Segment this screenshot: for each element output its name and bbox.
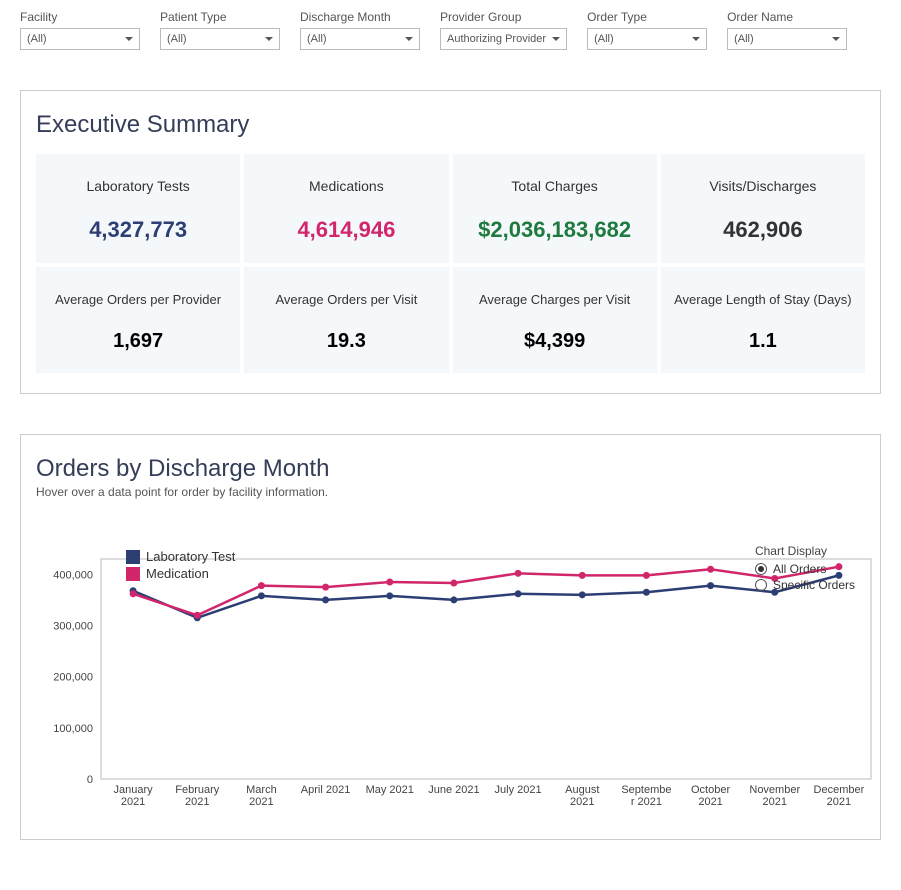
- controls-title: Chart Display: [755, 544, 855, 558]
- filter-select-order-type[interactable]: (All): [587, 28, 707, 50]
- filter-value: (All): [307, 33, 327, 45]
- svg-text:300,000: 300,000: [53, 621, 93, 633]
- summary-value: $4,399: [463, 330, 647, 353]
- svg-text:November2021: November2021: [749, 784, 800, 808]
- svg-text:June 2021: June 2021: [428, 784, 479, 796]
- chevron-down-icon: [125, 37, 133, 41]
- filter-value: (All): [734, 33, 754, 45]
- filter-label: Facility: [20, 10, 140, 24]
- summary-cell-medications: Medications 4,614,946: [244, 154, 448, 263]
- radio-all-orders[interactable]: All Orders: [755, 562, 855, 576]
- filter-order-type: Order Type (All): [587, 10, 707, 50]
- filter-provider-group: Provider Group Authorizing Provider: [440, 10, 567, 50]
- summary-value: 19.3: [254, 330, 438, 353]
- svg-text:December2021: December2021: [814, 784, 865, 808]
- radio-icon: [755, 563, 767, 575]
- filter-select-order-name[interactable]: (All): [727, 28, 847, 50]
- filter-label: Order Name: [727, 10, 847, 24]
- filter-select-discharge-month[interactable]: (All): [300, 28, 420, 50]
- svg-text:January2021: January2021: [114, 784, 154, 808]
- legend-item-lab: Laboratory Test: [126, 549, 235, 564]
- radio-label: Specific Orders: [773, 578, 855, 592]
- chevron-down-icon: [692, 37, 700, 41]
- filter-discharge-month: Discharge Month (All): [300, 10, 420, 50]
- filter-value: (All): [167, 33, 187, 45]
- summary-label: Average Orders per Provider: [46, 282, 230, 316]
- chevron-down-icon: [405, 37, 413, 41]
- summary-label: Medications: [254, 169, 438, 203]
- svg-text:April 2021: April 2021: [301, 784, 351, 796]
- radio-specific-orders[interactable]: Specific Orders: [755, 578, 855, 592]
- summary-label: Average Charges per Visit: [463, 282, 647, 316]
- panel-subtitle: Hover over a data point for order by fac…: [36, 485, 865, 499]
- legend-swatch: [126, 567, 140, 581]
- filter-facility: Facility (All): [20, 10, 140, 50]
- radio-label: All Orders: [773, 562, 826, 576]
- summary-cell-avg-orders-visit: Average Orders per Visit 19.3: [244, 267, 448, 373]
- summary-value: 462,906: [671, 217, 855, 243]
- filter-label: Order Type: [587, 10, 707, 24]
- summary-label: Average Orders per Visit: [254, 282, 438, 316]
- svg-text:400,000: 400,000: [53, 569, 93, 581]
- svg-text:February2021: February2021: [175, 784, 220, 808]
- chevron-down-icon: [552, 37, 560, 41]
- legend-item-med: Medication: [126, 566, 235, 581]
- summary-value: 1.1: [671, 330, 855, 353]
- svg-text:May 2021: May 2021: [366, 784, 414, 796]
- executive-summary-panel: Executive Summary Laboratory Tests 4,327…: [20, 90, 881, 394]
- legend-label: Laboratory Test: [146, 549, 235, 564]
- panel-title: Orders by Discharge Month: [36, 455, 865, 483]
- summary-label: Average Length of Stay (Days): [671, 282, 855, 316]
- chevron-down-icon: [832, 37, 840, 41]
- chart-display-controls: Chart Display All Orders Specific Orders: [755, 544, 855, 594]
- svg-text:August2021: August2021: [565, 784, 599, 808]
- summary-label: Total Charges: [463, 169, 647, 203]
- svg-text:September 2021: September 2021: [621, 784, 671, 808]
- legend-swatch: [126, 550, 140, 564]
- svg-text:March2021: March2021: [246, 784, 277, 808]
- summary-cell-avg-los: Average Length of Stay (Days) 1.1: [661, 267, 865, 373]
- filter-value: Authorizing Provider: [447, 33, 546, 45]
- filter-value: (All): [27, 33, 47, 45]
- filter-label: Patient Type: [160, 10, 280, 24]
- filter-value: (All): [594, 33, 614, 45]
- summary-cell-total-charges: Total Charges $2,036,183,682: [453, 154, 657, 263]
- radio-icon: [755, 579, 767, 591]
- svg-text:200,000: 200,000: [53, 672, 93, 684]
- svg-text:October2021: October2021: [691, 784, 730, 808]
- summary-cell-avg-charges-visit: Average Charges per Visit $4,399: [453, 267, 657, 373]
- summary-label: Laboratory Tests: [46, 169, 230, 203]
- panel-title: Executive Summary: [36, 111, 865, 139]
- filter-select-facility[interactable]: (All): [20, 28, 140, 50]
- chart-legend: Laboratory Test Medication: [126, 549, 235, 583]
- summary-label: Visits/Discharges: [671, 169, 855, 203]
- orders-chart-panel: Orders by Discharge Month Hover over a d…: [20, 434, 881, 840]
- svg-text:July 2021: July 2021: [495, 784, 542, 796]
- filters-row: Facility (All) Patient Type (All) Discha…: [20, 10, 881, 50]
- summary-value: 4,614,946: [254, 217, 438, 243]
- summary-cell-lab-tests: Laboratory Tests 4,327,773: [36, 154, 240, 263]
- summary-cell-visits: Visits/Discharges 462,906: [661, 154, 865, 263]
- summary-value: 4,327,773: [46, 217, 230, 243]
- summary-cell-avg-orders-provider: Average Orders per Provider 1,697: [36, 267, 240, 373]
- summary-value: 1,697: [46, 330, 230, 353]
- chart-wrap: Laboratory Test Medication Chart Display…: [36, 549, 865, 819]
- filter-select-patient-type[interactable]: (All): [160, 28, 280, 50]
- chevron-down-icon: [265, 37, 273, 41]
- filter-label: Discharge Month: [300, 10, 420, 24]
- filter-order-name: Order Name (All): [727, 10, 847, 50]
- svg-text:0: 0: [87, 774, 93, 786]
- summary-grid: Laboratory Tests 4,327,773 Medications 4…: [36, 154, 865, 373]
- svg-text:100,000: 100,000: [53, 723, 93, 735]
- filter-label: Provider Group: [440, 10, 567, 24]
- legend-label: Medication: [146, 566, 209, 581]
- filter-select-provider-group[interactable]: Authorizing Provider: [440, 28, 567, 50]
- summary-value: $2,036,183,682: [463, 217, 647, 243]
- filter-patient-type: Patient Type (All): [160, 10, 280, 50]
